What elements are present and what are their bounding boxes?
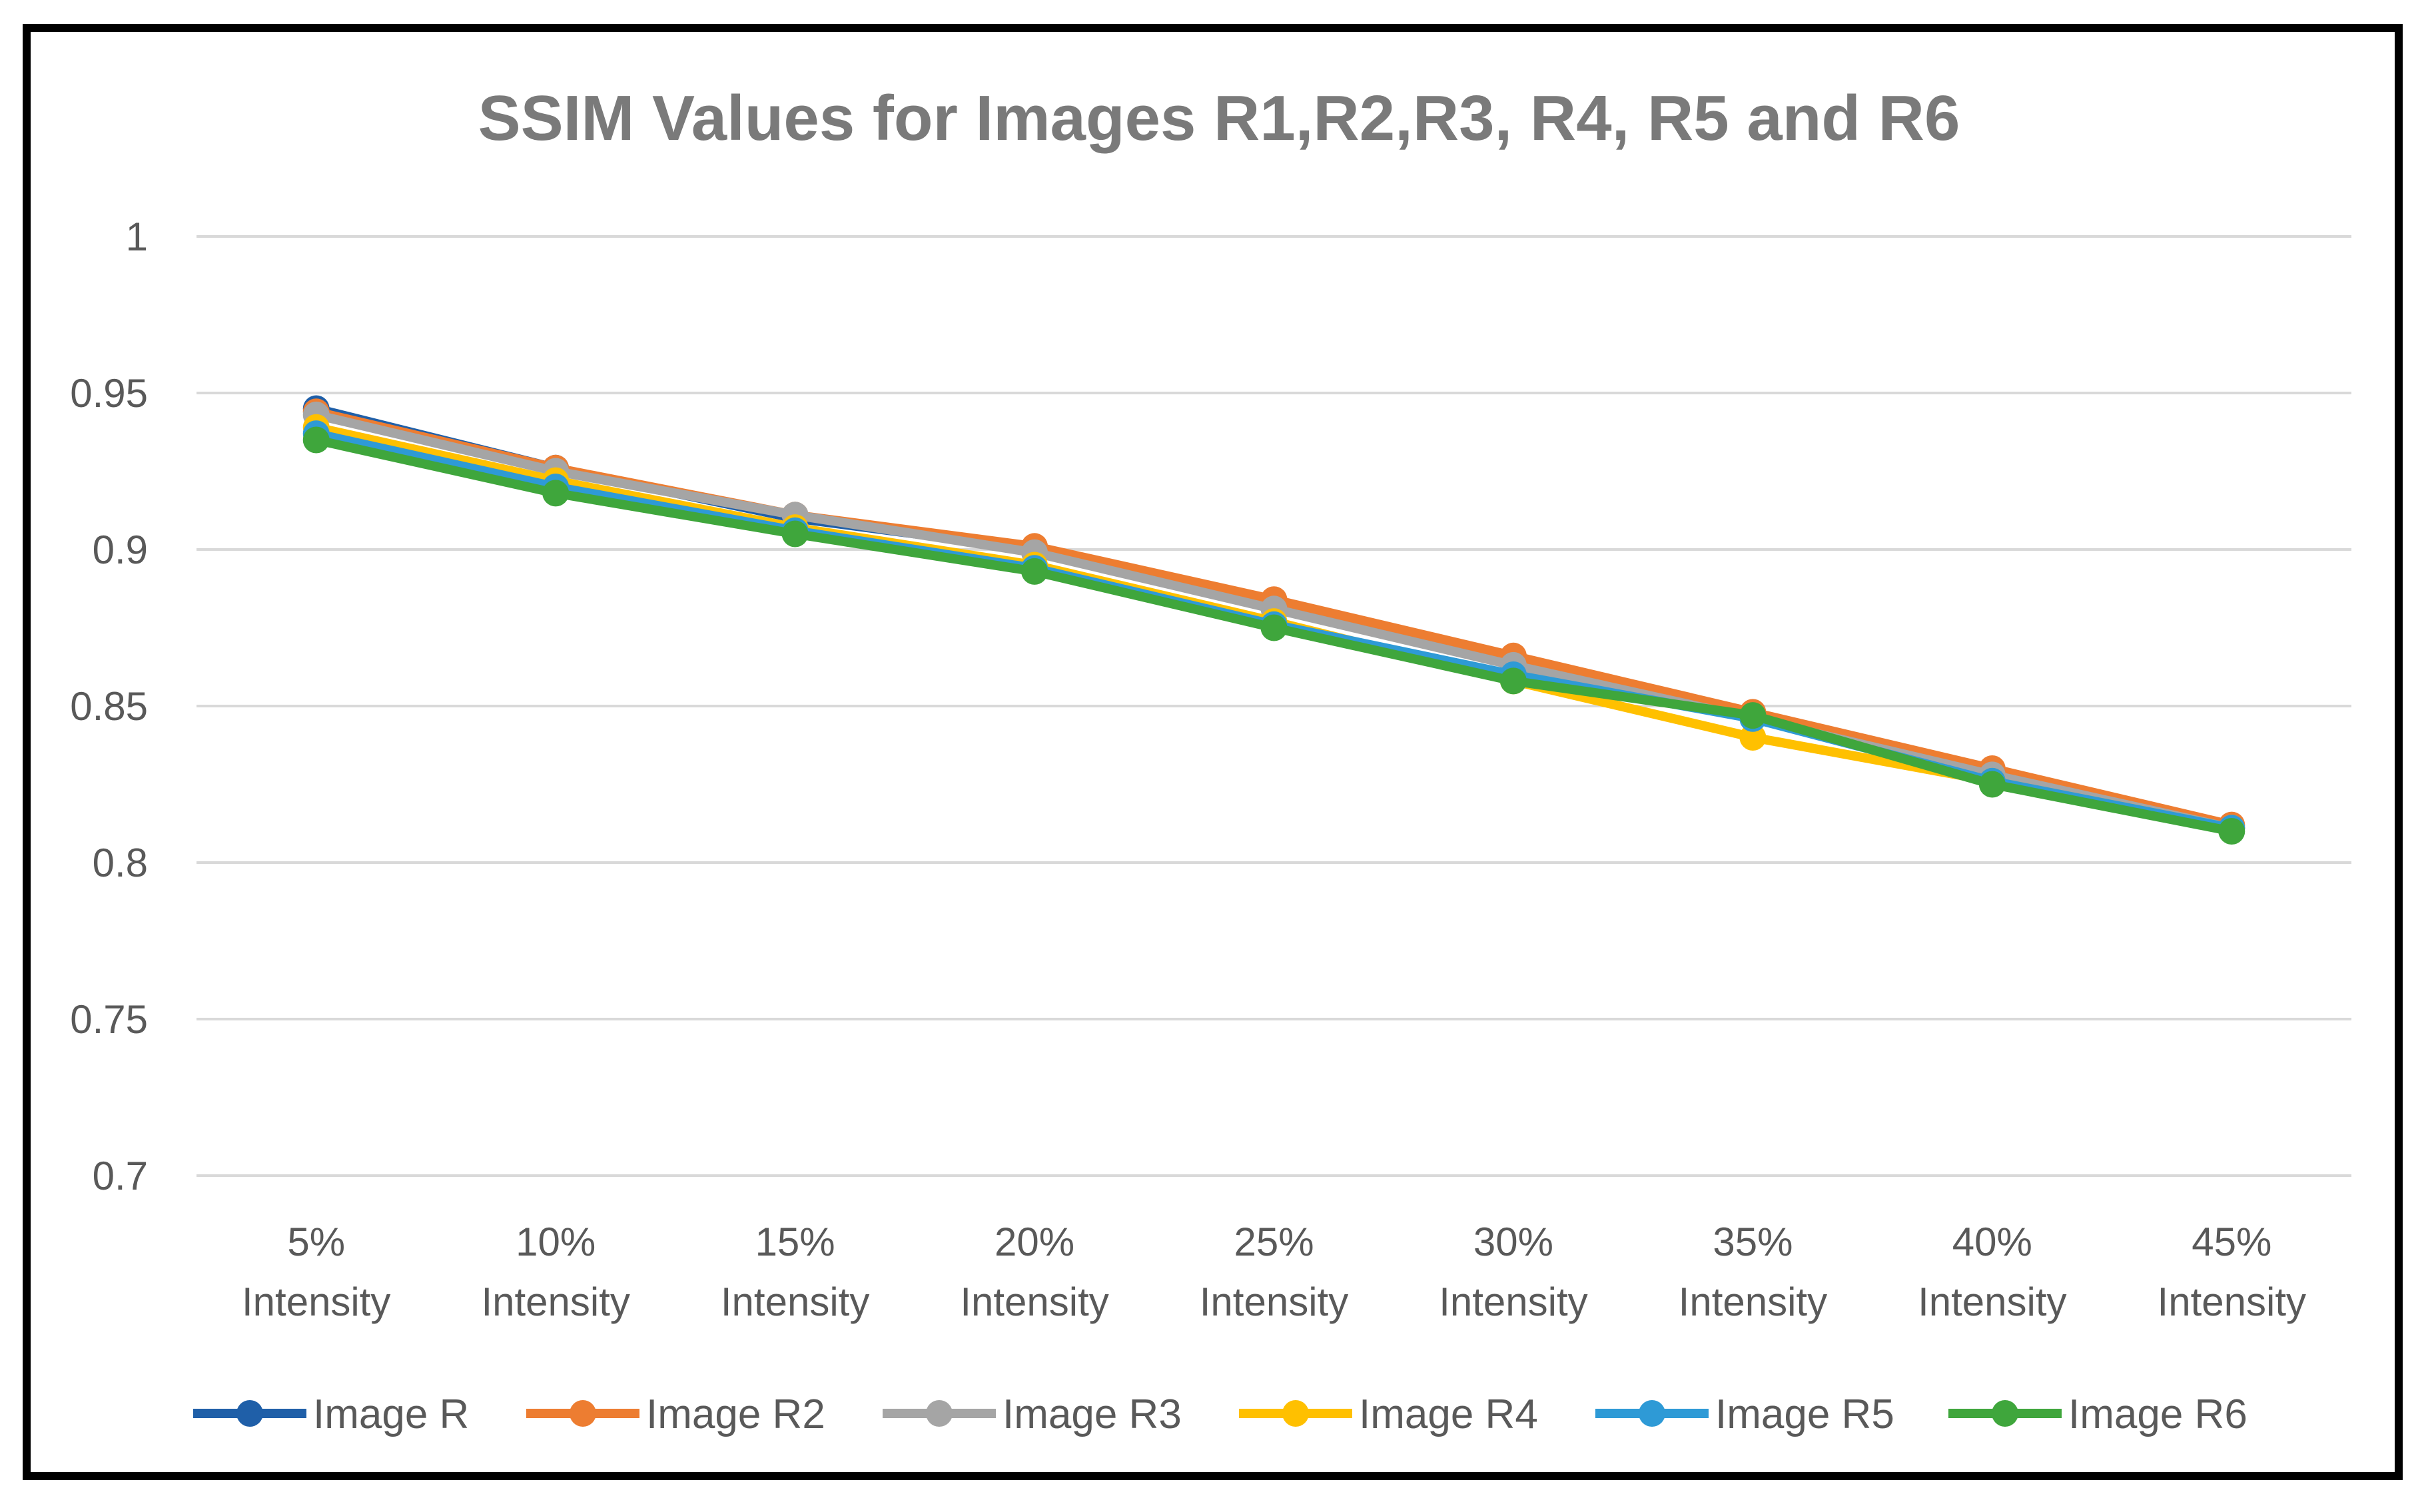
- legend-swatch-marker: [236, 1400, 263, 1427]
- y-tick-label: 0.85: [70, 684, 148, 729]
- y-axis-ticks: 0.7 0.75 0.8 0.85 0.9 0.95 1: [70, 214, 148, 1198]
- x-axis-ticks: 5% Intensity 10% Intensity 15% Intensity 20% In…: [242, 1220, 2306, 1324]
- x-tick-label: 5% Intensity: [242, 1220, 390, 1324]
- data-point: [1739, 724, 1767, 751]
- legend-item: Image R3: [883, 1391, 1182, 1437]
- data-point: [2218, 818, 2245, 845]
- legend-label: Image R3: [1003, 1391, 1182, 1437]
- y-tick-label: 1: [126, 214, 148, 259]
- legend: Image R Image R2 Image R3 Image R4 Image R5 I…: [193, 1391, 2247, 1437]
- data-point: [1499, 667, 1527, 695]
- y-tick-label: 0.7: [93, 1154, 148, 1198]
- x-tick-label: 40% Intensity: [1918, 1220, 2066, 1324]
- x-tick-label: 30% Intensity: [1439, 1220, 1587, 1324]
- x-tick-label: 25% Intensity: [1200, 1220, 1348, 1324]
- data-point: [542, 480, 570, 507]
- y-tick-label: 0.75: [70, 997, 148, 1042]
- legend-swatch-marker: [926, 1400, 953, 1427]
- legend-label: Image R2: [646, 1391, 825, 1437]
- legend-item: Image R4: [1239, 1391, 1538, 1437]
- series-image-r6: [302, 426, 2245, 845]
- legend-swatch-marker: [1992, 1400, 2018, 1427]
- legend-label: Image R: [313, 1391, 469, 1437]
- legend-swatch-marker: [1639, 1400, 1665, 1427]
- legend-label: Image R5: [1715, 1391, 1894, 1437]
- legend-item: Image R6: [1948, 1391, 2247, 1437]
- series-lines: [302, 395, 2245, 845]
- y-tick-label: 0.8: [93, 841, 148, 885]
- data-point: [781, 520, 809, 548]
- x-tick-label: 15% Intensity: [721, 1220, 869, 1324]
- y-tick-label: 0.95: [70, 371, 148, 416]
- y-tick-label: 0.9: [93, 528, 148, 572]
- data-point: [1021, 558, 1048, 585]
- gridlines: [197, 235, 2351, 1177]
- legend-item: Image R: [193, 1391, 469, 1437]
- legend-swatch-marker: [1282, 1400, 1309, 1427]
- data-point: [1739, 702, 1767, 729]
- chart-frame: [23, 24, 2403, 1480]
- legend-item: Image R2: [526, 1391, 825, 1437]
- chart-title: SSIM Values for Images R1,R2,R3, R4, R5 …: [478, 83, 1960, 154]
- legend-label: Image R6: [2068, 1391, 2247, 1437]
- legend-label: Image R4: [1359, 1391, 1538, 1437]
- x-tick-label: 10% Intensity: [481, 1220, 629, 1324]
- x-tick-label: 45% Intensity: [2158, 1220, 2306, 1324]
- x-tick-label: 20% Intensity: [960, 1220, 1108, 1324]
- data-point: [1260, 614, 1288, 641]
- data-point: [1978, 771, 2006, 798]
- data-point: [302, 426, 330, 454]
- x-tick-label: 35% Intensity: [1679, 1220, 1827, 1324]
- legend-swatch-marker: [570, 1400, 596, 1427]
- legend-item: Image R5: [1595, 1391, 1894, 1437]
